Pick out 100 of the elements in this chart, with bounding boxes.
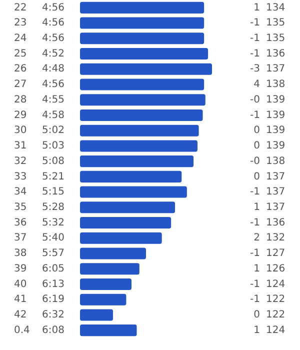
bar	[80, 309, 113, 321]
y2-tick-label: 4:52	[42, 48, 64, 60]
text: 0	[254, 310, 260, 321]
bar	[80, 294, 126, 306]
text: 2	[254, 232, 260, 244]
bar	[80, 2, 204, 14]
bar	[80, 217, 172, 229]
text: -1	[250, 18, 260, 29]
bar	[80, 186, 187, 198]
y2-tick-label: 6:05	[42, 263, 64, 274]
y-tick-label: 41	[14, 294, 27, 306]
y2-tick-label: 4:58	[42, 110, 64, 121]
y2-tick-label: 5:40	[42, 232, 64, 244]
text: -1	[250, 278, 260, 290]
text: -1	[250, 33, 260, 44]
text: -1	[250, 294, 260, 306]
text: -0	[250, 156, 260, 167]
y2-tick-label: 6:08	[42, 324, 64, 336]
y-tick-label: 30	[14, 125, 27, 136]
text: 124	[266, 324, 286, 336]
y-tick-label: 35	[14, 202, 27, 214]
bar	[80, 140, 198, 152]
y-tick-label: 22	[14, 2, 27, 14]
bar	[80, 78, 204, 90]
text: 0	[254, 125, 260, 136]
y-tick-label: 29	[14, 110, 27, 121]
bar	[80, 170, 182, 182]
text: 139	[266, 110, 286, 121]
text: 138	[266, 156, 286, 167]
y2-tick-label: 5:32	[42, 217, 64, 228]
text: 138	[266, 79, 286, 90]
y-tick-label: 31	[14, 140, 27, 152]
y-tick-label: 25	[14, 48, 27, 60]
bar	[80, 17, 204, 29]
y2-tick-label: 5:21	[42, 171, 64, 182]
text: -1	[250, 248, 260, 260]
bar	[80, 278, 132, 290]
text: 137	[266, 186, 286, 198]
y2-tick-label: 5:57	[42, 248, 64, 260]
y-tick-label: 40	[14, 278, 27, 290]
text: 132	[266, 232, 286, 244]
text: -0	[250, 94, 260, 106]
bar	[80, 232, 162, 244]
y-tick-label: 37	[14, 232, 27, 244]
bar	[80, 263, 140, 275]
y2-tick-label: 5:03	[42, 140, 64, 152]
y2-tick-label: 4:55	[42, 94, 64, 106]
text: 135	[266, 18, 286, 29]
text: 139	[266, 125, 286, 136]
bar	[80, 156, 194, 168]
text: 1	[254, 202, 260, 214]
bar	[80, 248, 146, 260]
y2-tick-label: 4:56	[42, 33, 64, 44]
y-tick-label: 26	[14, 64, 27, 75]
bar	[80, 324, 137, 336]
text: 4	[254, 79, 260, 90]
y-tick-label: 39	[14, 263, 27, 274]
bar	[80, 202, 176, 214]
text: 137	[266, 64, 286, 75]
y-tick-label: 42	[14, 310, 27, 321]
text: 137	[266, 171, 286, 182]
y-tick-label: 33	[14, 171, 27, 182]
y2-tick-label: 5:08	[42, 156, 64, 167]
y-tick-label: 38	[14, 248, 27, 260]
text: 135	[266, 33, 286, 44]
bar	[80, 124, 199, 136]
y-tick-label: 24	[14, 33, 27, 44]
text: 139	[266, 140, 286, 152]
y-tick-label: 36	[14, 217, 27, 228]
bar	[80, 63, 212, 75]
text: 1	[254, 2, 260, 14]
text: 126	[266, 263, 286, 274]
text: 124	[266, 278, 286, 290]
y2-tick-label: 4:56	[42, 18, 64, 29]
y2-tick-label: 5:15	[42, 186, 64, 198]
text: -1	[250, 186, 260, 198]
text: -1	[250, 48, 260, 60]
bar	[80, 109, 203, 121]
y2-tick-label: 5:02	[42, 125, 64, 136]
text: 1	[254, 263, 260, 274]
text: 122	[266, 310, 286, 321]
text: 139	[266, 94, 286, 106]
text: 137	[266, 202, 286, 214]
y2-tick-label: 4:56	[42, 79, 64, 90]
bar	[80, 94, 206, 106]
y-tick-label: 34	[14, 186, 27, 198]
text: 127	[266, 248, 286, 260]
text: 136	[266, 48, 286, 60]
y2-tick-label: 6:32	[42, 310, 64, 321]
y-tick-label: 32	[14, 156, 27, 167]
y2-tick-label: 4:56	[42, 2, 64, 14]
text: 0	[254, 171, 260, 182]
y2-tick-label: 6:13	[42, 278, 64, 290]
bar	[80, 32, 204, 44]
y2-tick-label: 6:19	[42, 294, 64, 306]
text: 134	[266, 2, 286, 14]
text: 1	[254, 324, 260, 336]
text: 122	[266, 294, 286, 306]
y-tick-label: 27	[14, 79, 27, 90]
text: -1	[250, 110, 260, 121]
